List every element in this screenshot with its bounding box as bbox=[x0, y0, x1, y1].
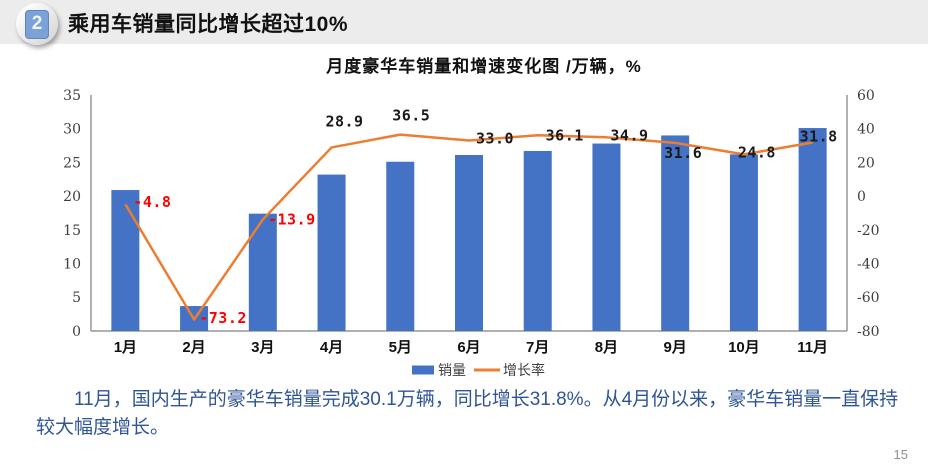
right-axis-tick: 0 bbox=[857, 189, 866, 205]
right-axis-tick: 20 bbox=[857, 155, 875, 171]
summary-paragraph: 11月，国内生产的豪华车销量完成30.1万辆，同比增长31.8%。从4月份以来，… bbox=[36, 389, 899, 439]
x-axis-label: 11月 bbox=[797, 339, 828, 356]
sales-bar bbox=[729, 154, 758, 331]
right-axis-tick: -80 bbox=[857, 324, 880, 340]
left-axis-tick: 25 bbox=[63, 155, 81, 171]
sales-bar bbox=[523, 150, 552, 331]
growth-value-label: -4.8 bbox=[133, 193, 171, 211]
section-number-badge: 2 bbox=[16, 3, 58, 45]
x-axis-label: 10月 bbox=[728, 339, 760, 356]
left-axis-tick: 15 bbox=[63, 223, 81, 239]
x-axis-label: 4月 bbox=[320, 339, 343, 356]
left-axis-tick: 30 bbox=[63, 122, 81, 138]
x-axis-label: 3月 bbox=[251, 339, 274, 356]
sales-bar bbox=[798, 128, 827, 331]
right-axis-tick: -20 bbox=[857, 223, 880, 239]
x-axis-label: 1月 bbox=[114, 339, 137, 356]
slide-title: 乘用车销量同比增长超过10% bbox=[68, 13, 349, 36]
x-axis-label: 7月 bbox=[526, 339, 549, 356]
left-axis-tick: 20 bbox=[63, 189, 81, 205]
left-axis-tick: 10 bbox=[63, 256, 81, 272]
growth-value-label: 36.1 bbox=[546, 126, 584, 144]
x-axis-label: 8月 bbox=[595, 339, 618, 356]
left-axis-tick: 35 bbox=[63, 88, 81, 104]
growth-value-label: 31.6 bbox=[664, 144, 702, 162]
growth-value-label: -73.2 bbox=[199, 309, 247, 327]
left-axis-tick: 0 bbox=[72, 324, 81, 340]
chart-title: 月度豪华车销量和增速变化图 /万辆，% bbox=[326, 57, 642, 76]
growth-value-label: 28.9 bbox=[325, 112, 363, 130]
right-axis-tick: 60 bbox=[857, 88, 875, 104]
x-axis-label: 2月 bbox=[182, 339, 205, 356]
sales-bar bbox=[661, 135, 690, 331]
x-axis-label: 9月 bbox=[664, 339, 687, 356]
sales-bar bbox=[592, 143, 621, 331]
sales-bar bbox=[317, 174, 346, 331]
left-axis-tick: 5 bbox=[72, 290, 81, 306]
section-number: 2 bbox=[25, 9, 49, 39]
right-axis-tick: 40 bbox=[857, 122, 875, 138]
legend-sales-swatch bbox=[412, 365, 434, 375]
header-band bbox=[0, 0, 928, 44]
growth-value-label: 24.8 bbox=[738, 143, 776, 161]
x-axis-label: 5月 bbox=[389, 339, 412, 356]
growth-line bbox=[124, 133, 813, 321]
growth-value-label: 31.8 bbox=[800, 128, 838, 146]
x-axis-label: 6月 bbox=[457, 339, 480, 356]
legend-sales-label: 销量 bbox=[438, 362, 466, 378]
growth-value-label: 36.5 bbox=[392, 107, 430, 125]
growth-value-label: -13.9 bbox=[268, 211, 316, 229]
sales-bar bbox=[111, 190, 140, 331]
sales-growth-chart: 0 5 10 15 20 25 30 35 -80 -60 -40 -20 0 20 40 60 -4.8 -73… bbox=[63, 88, 880, 378]
sales-bar bbox=[386, 161, 415, 331]
growth-value-label: 33.0 bbox=[476, 130, 514, 148]
growth-value-label: 34.9 bbox=[610, 126, 648, 144]
page-number: 15 bbox=[893, 447, 908, 462]
sales-bar bbox=[248, 213, 277, 331]
right-axis-tick: -40 bbox=[857, 256, 880, 272]
legend-growth-label: 增长率 bbox=[503, 362, 545, 378]
right-axis-tick: -60 bbox=[857, 290, 880, 306]
sales-bar bbox=[455, 155, 483, 331]
